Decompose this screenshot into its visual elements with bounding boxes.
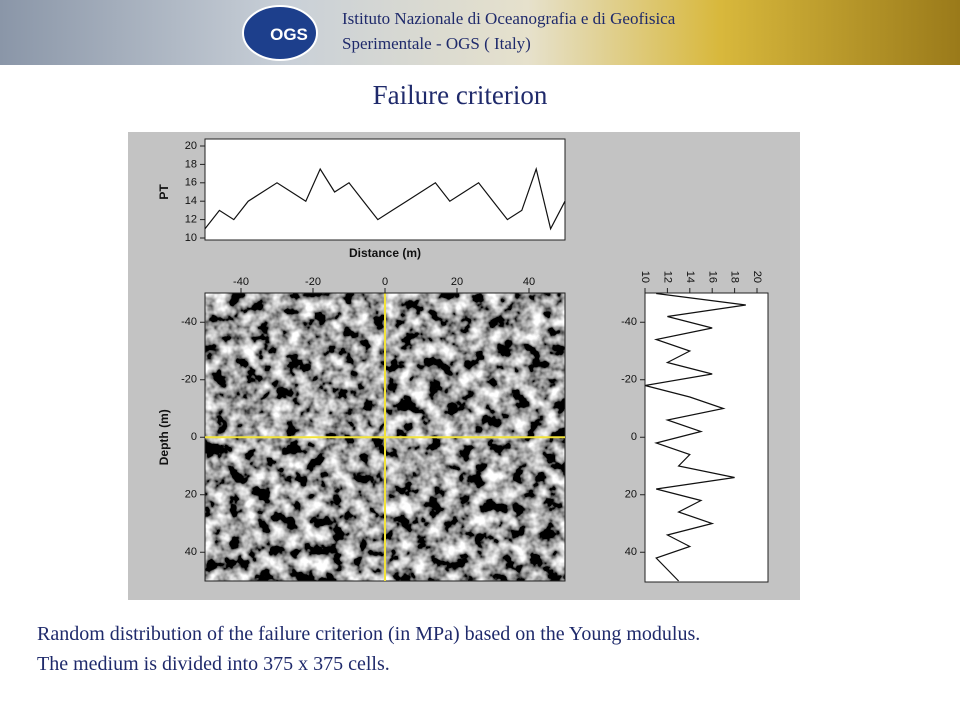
y-tick-label: 14	[185, 195, 197, 207]
y-tick-label: -20	[621, 374, 637, 386]
logo-text: OGS	[270, 25, 308, 44]
y-tick-label: 20	[625, 489, 637, 501]
logo	[242, 5, 318, 61]
plot-frame	[204, 138, 566, 241]
y-tick-label: 10	[185, 232, 197, 244]
y-axis-label: Depth (m)	[157, 409, 171, 465]
profile-line	[644, 292, 746, 582]
y-tick-label: -40	[621, 316, 637, 328]
x-tick-label: 40	[523, 276, 535, 288]
y-tick-label: 12	[185, 214, 197, 226]
x-tick-label: 10	[639, 271, 651, 283]
y-tick-label: 16	[185, 177, 197, 189]
x-tick-label: -40	[233, 276, 249, 288]
caption: The medium is divided into 375 x 375 cel…	[37, 653, 390, 675]
x-tick-label: 12	[661, 271, 673, 283]
x-tick-label: 0	[382, 276, 388, 288]
x-tick-label: -20	[305, 276, 321, 288]
y-tick-label: 40	[185, 546, 197, 558]
y-tick-label: 18	[185, 158, 197, 170]
y-tick-label: 20	[185, 489, 197, 501]
caption: Random distribution of the failure crite…	[37, 623, 700, 645]
y-axis-label: PT	[157, 184, 171, 200]
header-band	[0, 0, 960, 65]
profile-line	[204, 166, 566, 231]
x-tick-label: 20	[751, 271, 763, 283]
x-tick-label: 20	[451, 276, 463, 288]
y-tick-label: 20	[185, 140, 197, 152]
y-tick-label: 0	[191, 431, 197, 443]
x-tick-label: 14	[684, 271, 696, 283]
y-tick-label: 0	[631, 431, 637, 443]
x-axis-label: Distance (m)	[349, 246, 421, 260]
org-name: Istituto Nazionale di Oceanografia e di …	[342, 9, 676, 28]
slide-title: Failure criterion	[373, 80, 548, 110]
y-tick-label: 40	[625, 546, 637, 558]
x-tick-label: 16	[706, 271, 718, 283]
org-name: Sperimentale - OGS ( Italy)	[342, 34, 531, 53]
x-tick-label: 18	[729, 271, 741, 283]
plot-frame	[644, 292, 769, 583]
y-tick-label: -20	[181, 374, 197, 386]
y-tick-label: -40	[181, 316, 197, 328]
